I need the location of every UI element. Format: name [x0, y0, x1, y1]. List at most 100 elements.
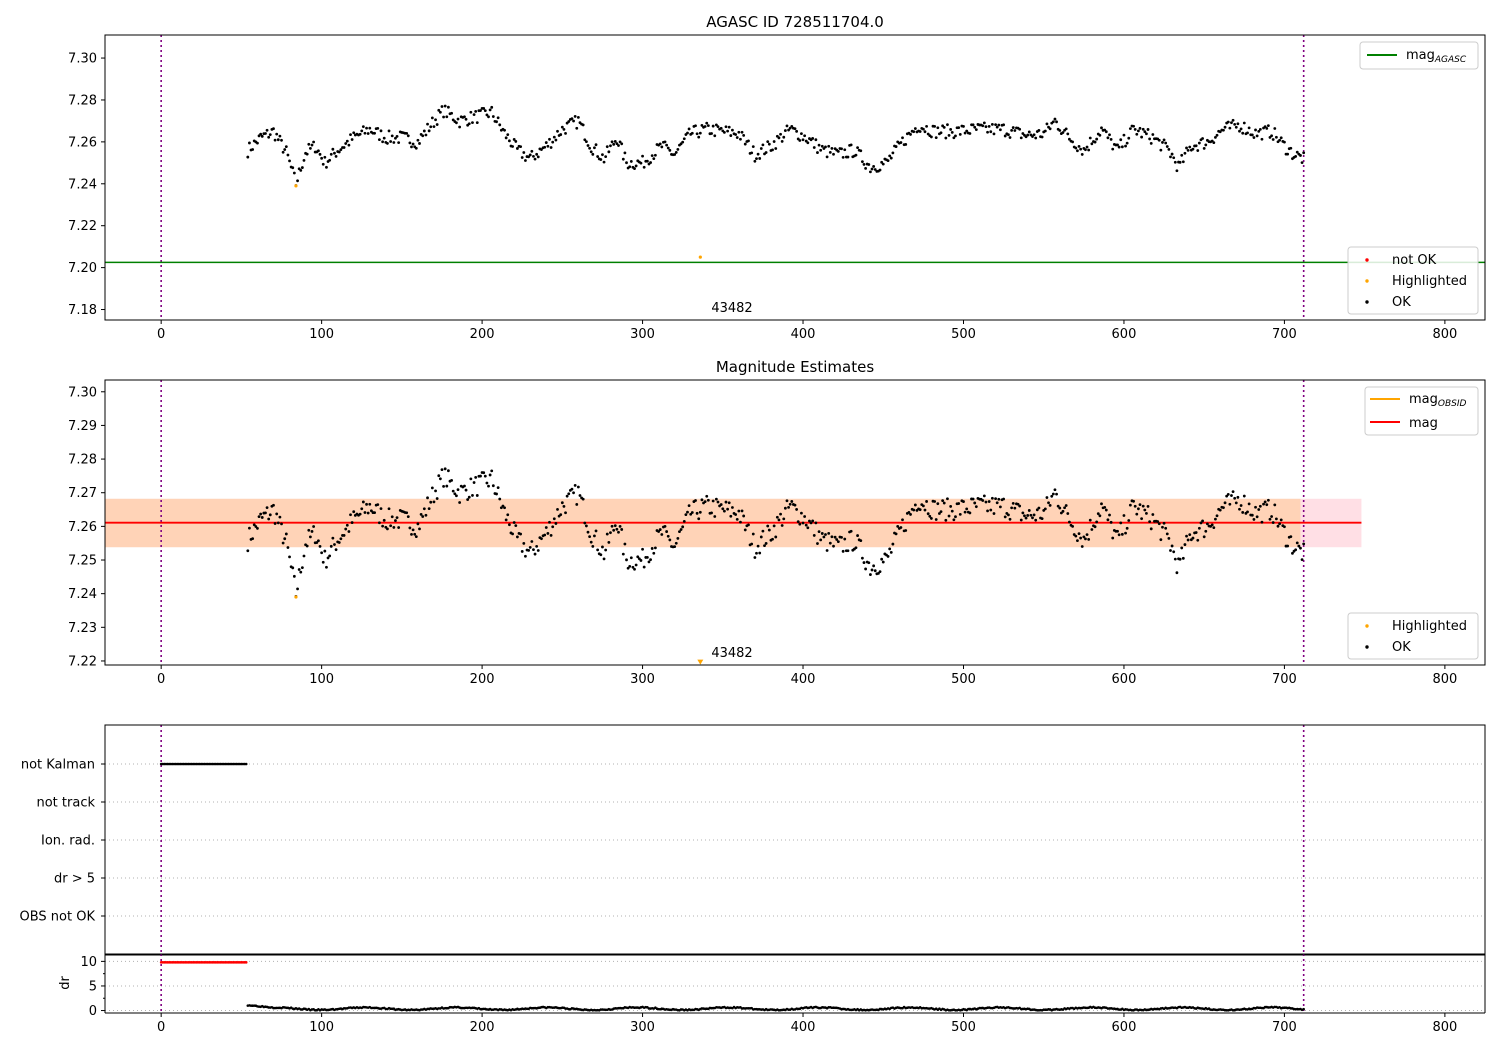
ok-point [668, 148, 672, 152]
ok-point [256, 141, 259, 145]
ok-point [649, 558, 652, 562]
ok-point [631, 565, 635, 569]
ok-point [1128, 503, 1132, 507]
ok-point [410, 532, 413, 536]
ok-point [424, 513, 428, 517]
ok-point [442, 115, 445, 119]
ok-point [1196, 538, 1200, 542]
ok-point [1018, 127, 1022, 131]
ok-point [918, 508, 922, 512]
ok-point [734, 513, 738, 516]
ok-point [307, 142, 311, 146]
ok-point [1205, 522, 1209, 526]
ok-point [1222, 506, 1225, 510]
ok-point [260, 516, 264, 519]
ok-point [772, 524, 776, 528]
ok-point [864, 567, 868, 571]
ok-point [273, 522, 277, 525]
ok-point [901, 136, 904, 140]
ok-point [347, 143, 351, 147]
ok-point [995, 125, 999, 129]
ok-point [766, 524, 770, 528]
ok-point [1021, 511, 1025, 515]
ok-point [251, 148, 255, 151]
ok-point [1214, 135, 1217, 139]
ok-point [507, 523, 511, 527]
ok-point [1191, 147, 1195, 151]
ok-point [488, 473, 492, 477]
ok-point [758, 157, 762, 160]
ok-point [366, 132, 370, 135]
ok-point [1165, 145, 1169, 148]
ok-point [888, 154, 892, 158]
ok-point [328, 158, 332, 162]
ok-point [1212, 526, 1216, 530]
ok-point [997, 497, 1001, 501]
ok-point [706, 124, 710, 128]
ok-point [1132, 124, 1135, 128]
ok-point [318, 544, 322, 548]
ok-point [1117, 145, 1121, 149]
ok-point [921, 504, 925, 508]
ok-point [1082, 535, 1086, 539]
ok-point [1136, 507, 1140, 511]
ok-point [1127, 136, 1131, 140]
ok-point [392, 526, 396, 529]
ok-point [641, 154, 644, 158]
ok-point [291, 166, 295, 170]
ok-point [695, 132, 699, 136]
ok-point [929, 517, 933, 520]
ok-point [1053, 117, 1057, 121]
ok-point [833, 535, 837, 539]
ok-point [1122, 133, 1126, 137]
ok-point [690, 131, 694, 135]
ok-point [1234, 125, 1238, 129]
ok-point [1250, 513, 1254, 517]
ok-point [275, 512, 279, 516]
ok-point [1026, 133, 1030, 137]
ok-point [764, 151, 768, 154]
ok-point [434, 489, 437, 493]
flag-category-label: Ion. rad. [41, 834, 95, 849]
ok-point [974, 128, 978, 132]
magnitude-point-legend-box [1347, 612, 1479, 660]
ok-point [599, 553, 603, 557]
ok-point [1066, 132, 1070, 136]
ok-point [1088, 518, 1092, 522]
ok-point [466, 498, 470, 501]
ok-point [495, 120, 498, 124]
ok-point [846, 155, 850, 159]
ok-point [982, 494, 986, 498]
ok-point [811, 137, 815, 140]
ok-point [326, 556, 330, 560]
ok-point [419, 512, 423, 516]
ok-point [913, 127, 917, 130]
ok-point [832, 544, 835, 548]
ok-point [552, 135, 556, 139]
ok-point [727, 501, 731, 505]
ok-point [618, 140, 622, 144]
ok-point [674, 541, 678, 545]
ok-point [636, 555, 640, 559]
ok-point [808, 519, 811, 523]
ok-point [581, 497, 585, 501]
ok-point [361, 125, 365, 129]
x-tick-label: 500 [951, 672, 976, 687]
ok-point [437, 474, 441, 478]
ok-point [1067, 137, 1071, 141]
ok-point [1138, 503, 1142, 507]
ok-point [939, 131, 943, 135]
ok-point [368, 502, 372, 506]
ok-point [1302, 151, 1306, 155]
ok-point [739, 137, 742, 141]
ok-point [578, 494, 582, 497]
ok-point [382, 136, 386, 140]
ok-point [1159, 538, 1163, 542]
ok-point [408, 141, 412, 145]
ok-point [971, 497, 975, 501]
ok-point [1202, 146, 1206, 150]
ok-point [312, 525, 316, 528]
ok-point [986, 509, 989, 513]
ok-point [583, 138, 587, 142]
ok-point [1116, 529, 1119, 533]
